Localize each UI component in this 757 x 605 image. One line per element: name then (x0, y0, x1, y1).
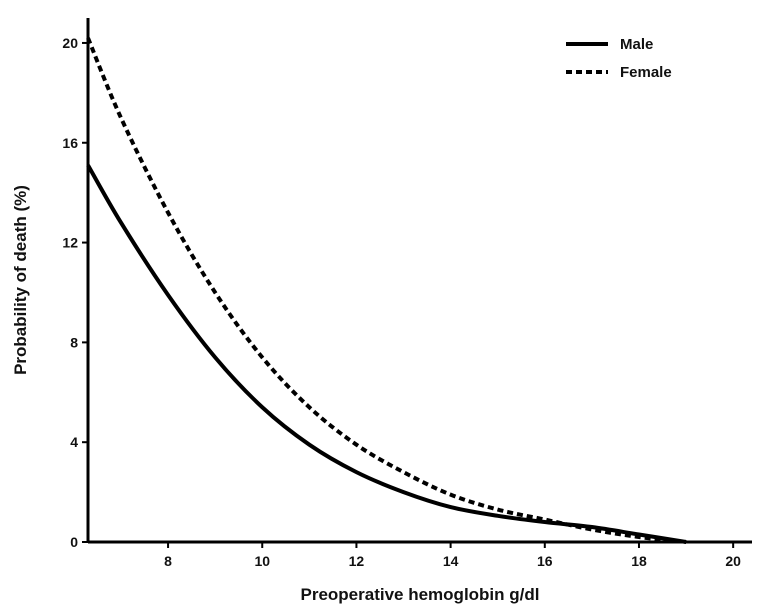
y-tick-label: 20 (62, 35, 78, 51)
series-lines (86, 37, 687, 544)
x-tick-label: 20 (725, 553, 741, 569)
x-tick-label: 16 (537, 553, 553, 569)
y-tick-label: 4 (70, 434, 78, 450)
y-axis-ticks: 0 4 8 12 16 20 (62, 35, 88, 550)
series-line-female (86, 37, 687, 544)
x-axis-ticks: 8 10 12 14 16 18 20 (164, 542, 741, 569)
series-line-male (86, 164, 687, 544)
y-tick-label: 8 (70, 334, 78, 350)
legend-label-female: Female (620, 64, 672, 81)
x-tick-label: 8 (164, 553, 172, 569)
x-tick-label: 14 (443, 553, 459, 569)
y-axis-title: Probability of death (%) (11, 185, 30, 375)
x-axis-title: Preoperative hemoglobin g/dl (301, 585, 540, 604)
y-tick-label: 0 (70, 534, 78, 550)
x-tick-label: 18 (631, 553, 647, 569)
y-tick-label: 12 (62, 235, 78, 251)
y-tick-label: 16 (62, 135, 78, 151)
legend: Male Female (566, 36, 672, 81)
legend-label-male: Male (620, 36, 653, 53)
x-tick-label: 10 (254, 553, 270, 569)
x-tick-label: 12 (349, 553, 365, 569)
